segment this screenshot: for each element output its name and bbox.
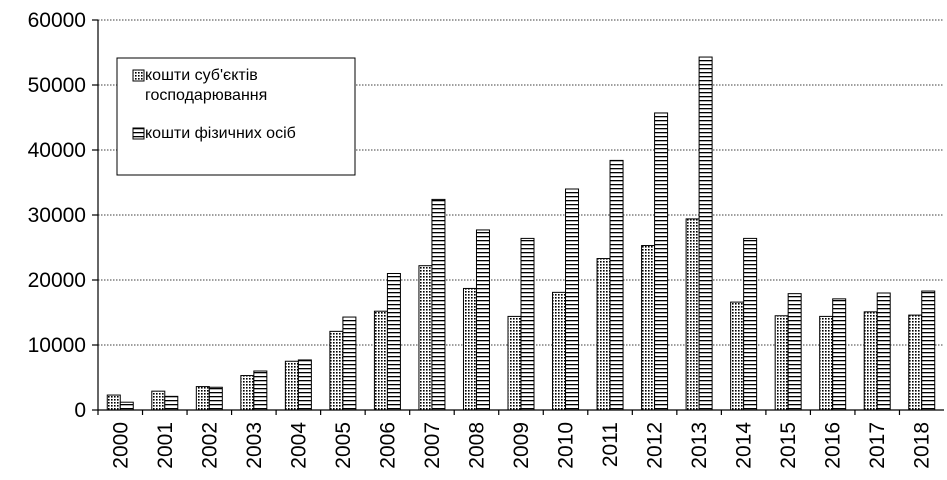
x-tick-label-2010: 2010 <box>555 422 578 469</box>
bar-individuals-2011 <box>609 159 624 411</box>
x-tick-label-2002: 2002 <box>198 422 221 469</box>
x-tick-label-2009: 2009 <box>510 422 533 469</box>
legend-entry-1-line-0: кошти фізичних осіб <box>145 125 296 142</box>
bar-business-2004 <box>284 360 299 411</box>
bar-business-2018 <box>908 314 923 411</box>
bar-individuals-2002 <box>208 386 223 411</box>
legend-swatch-0 <box>132 69 145 82</box>
x-tick-label-2005: 2005 <box>332 422 355 469</box>
bar-individuals-2005 <box>342 316 357 411</box>
x-tick-label-2017: 2017 <box>866 422 889 469</box>
x-tick-label-2018: 2018 <box>911 422 934 469</box>
bar-business-2015 <box>774 315 789 411</box>
x-tick-label-2004: 2004 <box>287 422 310 469</box>
y-tick-labels: 0 10000 20000 30000 40000 50000 60000 <box>28 9 86 422</box>
y-tick-label: 10000 <box>28 334 86 357</box>
bar-individuals-2007 <box>431 198 446 411</box>
bar-individuals-2004 <box>297 359 312 411</box>
y-tick-label: 50000 <box>28 74 86 97</box>
x-tick-label-2008: 2008 <box>465 422 488 469</box>
legend: кошти суб'єктів господарювання кошти фізич… <box>116 57 356 176</box>
bar-business-2007 <box>418 265 433 411</box>
bar-individuals-2006 <box>386 273 401 411</box>
x-tick-label-2006: 2006 <box>376 422 399 469</box>
x-tick-label-2012: 2012 <box>644 422 667 469</box>
bar-business-2016 <box>819 315 834 411</box>
bar-individuals-2001 <box>164 395 179 411</box>
x-tick-labels: 2000 2001 2002 2003 2004 2005 2006 2007 2008 2009… <box>109 422 933 469</box>
bar-business-2005 <box>329 330 344 411</box>
bar-business-2011 <box>596 258 611 411</box>
bar-business-2009 <box>507 315 522 411</box>
bar-individuals-2015 <box>787 293 802 411</box>
bar-individuals-2008 <box>475 229 490 411</box>
x-tick-label-2015: 2015 <box>777 422 800 469</box>
y-tick-label: 40000 <box>28 139 86 162</box>
x-tick-label-2014: 2014 <box>733 422 756 469</box>
y-tick-label: 0 <box>74 399 86 422</box>
bar-individuals-2009 <box>520 237 535 411</box>
x-tick-label-2001: 2001 <box>154 422 177 469</box>
bar-individuals-2012 <box>654 112 669 411</box>
x-tick-label-2003: 2003 <box>243 422 266 469</box>
bar-business-2002 <box>195 386 210 411</box>
legend-entry-0-line-0: кошти суб'єктів <box>145 67 258 84</box>
bar-business-2017 <box>863 311 878 411</box>
axis-layer <box>92 19 944 415</box>
legend-entry-0-line-1: господарювання <box>145 87 267 104</box>
legend-box <box>116 57 356 176</box>
bar-individuals-2010 <box>565 188 580 411</box>
bar-individuals-2016 <box>832 298 847 411</box>
bar-business-2000 <box>106 394 121 411</box>
x-tick-label-2013: 2013 <box>688 422 711 469</box>
x-tick-label-2011: 2011 <box>599 422 622 467</box>
x-tick-label-2007: 2007 <box>421 422 444 469</box>
bar-business-2010 <box>552 291 567 411</box>
bar-business-2014 <box>730 301 745 411</box>
bar-individuals-2014 <box>743 237 758 411</box>
bar-individuals-2017 <box>876 292 891 411</box>
y-tick-label: 60000 <box>28 9 86 32</box>
bar-business-2013 <box>685 218 700 411</box>
bar-business-2001 <box>151 390 166 411</box>
y-tick-label: 30000 <box>28 204 86 227</box>
bar-individuals-2013 <box>698 56 713 411</box>
x-tick-label-2016: 2016 <box>822 422 845 469</box>
bar-business-2003 <box>240 375 255 411</box>
bar-individuals-2000 <box>119 401 134 411</box>
x-tick-label-2000: 2000 <box>109 422 132 469</box>
y-tick-label: 20000 <box>28 269 86 292</box>
bar-business-2008 <box>462 287 477 411</box>
bar-business-2012 <box>641 245 656 411</box>
legend-swatch-1 <box>132 127 145 140</box>
bar-business-2006 <box>373 310 388 411</box>
bar-individuals-2003 <box>253 370 268 411</box>
bar-individuals-2018 <box>921 290 936 411</box>
bars-layer <box>106 56 936 411</box>
